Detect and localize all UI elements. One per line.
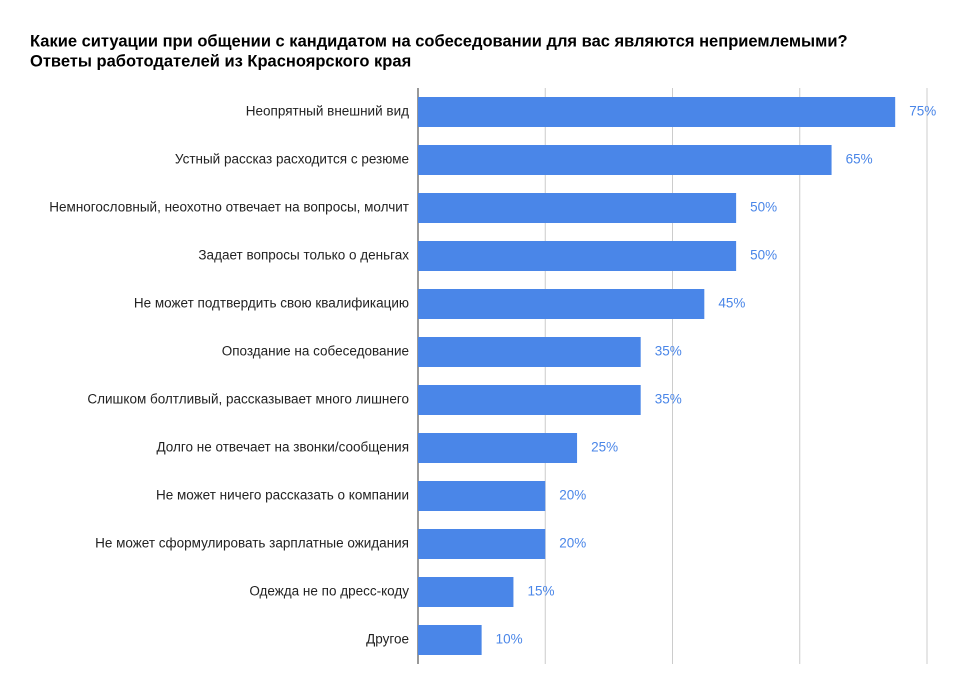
y-tick-label: Не может подтвердить свою квалификацию	[134, 296, 409, 311]
bar	[418, 97, 896, 127]
bar	[418, 385, 641, 415]
bar	[418, 289, 705, 319]
bar	[418, 145, 832, 175]
y-tick-label: Другое	[366, 632, 409, 647]
value-label: 10%	[496, 632, 523, 647]
y-tick-label: Опоздание на собеседование	[222, 344, 409, 359]
value-label: 15%	[527, 584, 554, 599]
bar	[418, 241, 737, 271]
value-label: 75%	[909, 104, 936, 119]
value-label: 50%	[750, 200, 777, 215]
value-label: 50%	[750, 248, 777, 263]
y-tick-label: Неопрятный внешний вид	[246, 104, 409, 119]
value-label: 20%	[559, 536, 586, 551]
chart-title: Какие ситуации при общении с кандидатом …	[30, 32, 848, 50]
bar	[418, 625, 482, 655]
value-label: 25%	[591, 440, 618, 455]
y-tick-label: Немногословный, неохотно отвечает на воп…	[49, 200, 409, 215]
y-tick-label: Задает вопросы только о деньгах	[198, 248, 409, 263]
bar	[418, 481, 546, 511]
chart-subtitle: Ответы работодателей из Красноярского кр…	[30, 52, 411, 70]
bar	[418, 193, 737, 223]
value-label: 45%	[718, 296, 745, 311]
y-tick-label: Одежда не по дресс-коду	[249, 584, 409, 599]
y-tick-label: Устный рассказ расходится с резюме	[175, 152, 409, 167]
value-label: 65%	[846, 152, 873, 167]
value-label: 35%	[655, 344, 682, 359]
y-tick-label: Долго не отвечает на звонки/сообщения	[157, 440, 410, 455]
bar	[418, 337, 641, 367]
y-tick-label: Слишком болтливый, рассказывает много ли…	[87, 392, 409, 407]
y-tick-label: Не может ничего рассказать о компании	[156, 488, 409, 503]
bar	[418, 529, 546, 559]
value-label: 20%	[559, 488, 586, 503]
bar	[418, 577, 514, 607]
value-label: 35%	[655, 392, 682, 407]
y-tick-label: Не может сформулировать зарплатные ожида…	[95, 536, 409, 551]
bar	[418, 433, 578, 463]
